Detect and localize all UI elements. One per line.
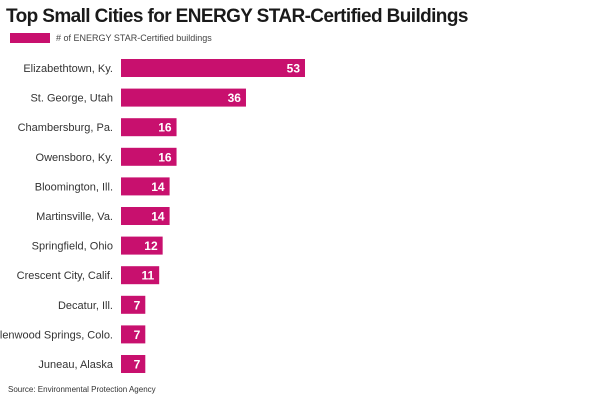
category-label: Crescent City, Calif. — [17, 270, 113, 282]
category-label: Owensboro, Ky. — [36, 152, 113, 164]
category-label: Springfield, Ohio — [32, 241, 113, 253]
source-note: Source: Environmental Protection Agency — [8, 385, 156, 394]
category-label: Bloomington, Ill. — [35, 181, 113, 193]
data-label: 7 — [134, 358, 141, 372]
category-label: Martinsville, Va. — [36, 211, 113, 223]
bar — [121, 236, 163, 255]
bar — [121, 207, 170, 225]
data-label: 11 — [142, 269, 155, 283]
bar — [121, 177, 170, 196]
data-label: 12 — [144, 239, 158, 253]
category-label: St. George, Utah — [30, 93, 113, 105]
data-label: 53 — [287, 62, 301, 76]
category-label: Decatur, Ill. — [58, 300, 113, 312]
legend-label: # of ENERGY STAR-Certified buildings — [56, 33, 212, 43]
data-label: 16 — [158, 150, 172, 164]
category-label: Glenwood Springs, Colo. — [0, 329, 113, 341]
bar — [121, 147, 177, 166]
category-label: Chambersburg, Pa. — [18, 122, 113, 134]
bar — [121, 266, 160, 285]
bar — [121, 59, 305, 77]
data-label: 14 — [151, 180, 165, 194]
legend: # of ENERGY STAR-Certified buildings — [10, 32, 212, 44]
category-label: Elizabethtown, Ky. — [23, 63, 113, 75]
legend-swatch — [10, 33, 50, 43]
data-label: 7 — [134, 328, 141, 342]
data-label: 14 — [151, 210, 165, 224]
data-label: 7 — [134, 298, 141, 312]
bar — [121, 88, 246, 107]
data-label: 16 — [158, 121, 172, 135]
category-label: Juneau, Alaska — [38, 359, 113, 371]
bar — [121, 295, 146, 314]
bar — [121, 325, 146, 344]
bar — [121, 118, 177, 137]
chart-title: Top Small Cities for ENERGY STAR-Certifi… — [6, 6, 468, 27]
data-label: 36 — [228, 91, 242, 105]
bar — [121, 355, 146, 373]
